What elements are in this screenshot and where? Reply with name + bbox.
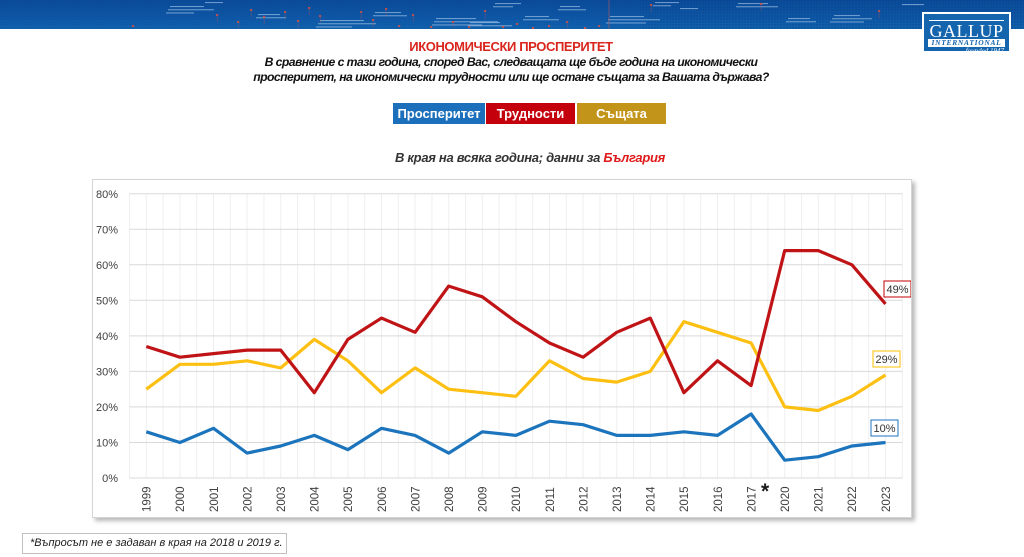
svg-text:30%: 30% <box>96 366 118 378</box>
svg-text:60%: 60% <box>96 260 118 272</box>
svg-text:80%: 80% <box>96 189 118 201</box>
svg-text:2015: 2015 <box>679 486 691 512</box>
svg-text:40%: 40% <box>96 331 118 343</box>
svg-text:2001: 2001 <box>209 486 221 512</box>
svg-text:2021: 2021 <box>814 486 826 512</box>
svg-text:2013: 2013 <box>612 486 624 512</box>
svg-text:2004: 2004 <box>310 486 322 512</box>
svg-text:2005: 2005 <box>343 486 355 512</box>
svg-text:2009: 2009 <box>478 486 490 512</box>
svg-text:2017: 2017 <box>746 486 758 512</box>
svg-text:2016: 2016 <box>713 486 725 512</box>
svg-text:20%: 20% <box>96 402 118 414</box>
svg-text:49%: 49% <box>886 284 908 296</box>
svg-text:2023: 2023 <box>881 486 893 512</box>
svg-text:0%: 0% <box>102 473 118 485</box>
svg-text:2010: 2010 <box>511 486 523 512</box>
svg-text:70%: 70% <box>96 224 118 236</box>
svg-text:10%: 10% <box>873 423 895 435</box>
svg-text:2007: 2007 <box>410 486 422 512</box>
svg-text:2006: 2006 <box>377 486 389 512</box>
svg-text:50%: 50% <box>96 295 118 307</box>
svg-text:2008: 2008 <box>444 486 456 512</box>
svg-text:29%: 29% <box>875 354 897 366</box>
svg-text:2000: 2000 <box>175 486 187 512</box>
svg-text:2020: 2020 <box>780 486 792 512</box>
svg-text:2002: 2002 <box>242 486 254 512</box>
svg-text:10%: 10% <box>96 438 118 450</box>
svg-text:2011: 2011 <box>545 487 557 512</box>
svg-text:2014: 2014 <box>646 486 658 512</box>
svg-text:1999: 1999 <box>142 486 154 512</box>
svg-text:2022: 2022 <box>847 486 859 512</box>
svg-text:2003: 2003 <box>276 486 288 512</box>
svg-text:*: * <box>761 480 770 503</box>
svg-text:2012: 2012 <box>578 486 590 512</box>
